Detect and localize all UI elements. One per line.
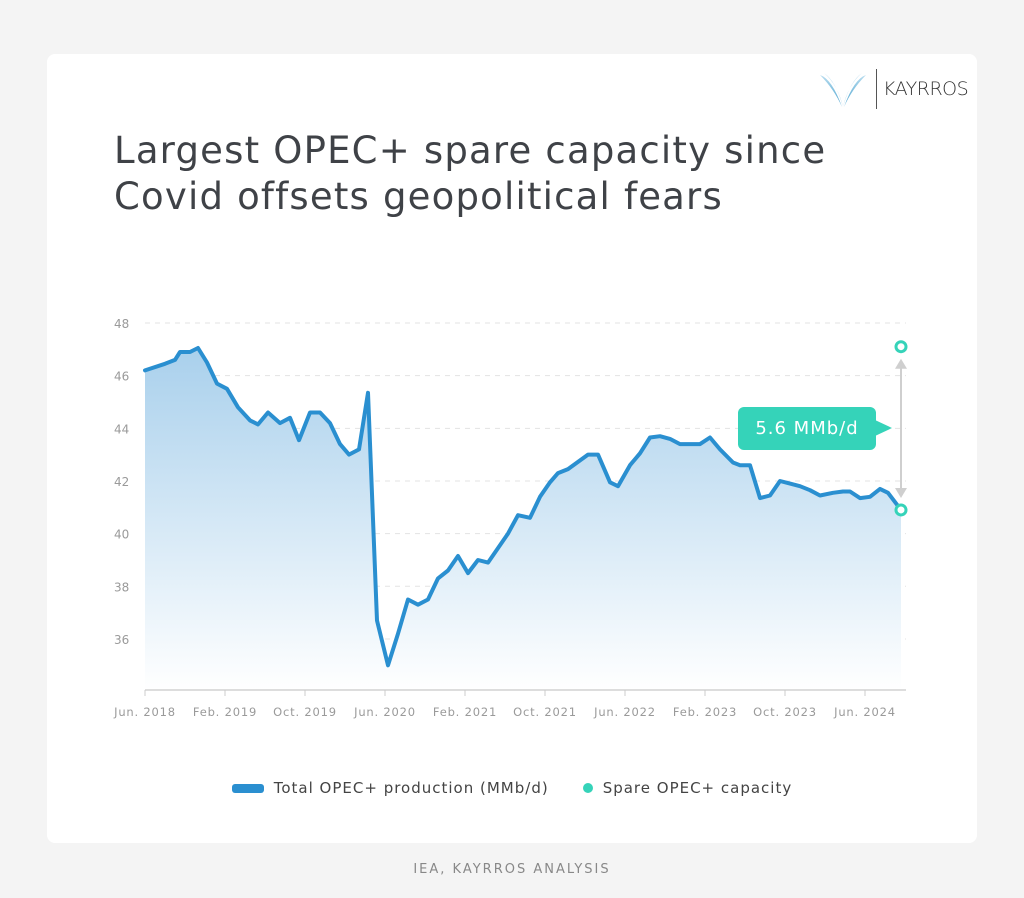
- x-tick-label: Jun. 2018: [113, 705, 176, 719]
- x-tick-label: Jun. 2024: [833, 705, 896, 719]
- y-tick-label: 36: [114, 633, 129, 647]
- x-tick-label: Feb. 2019: [193, 705, 257, 719]
- arrow-up-icon: [895, 358, 907, 369]
- y-tick-label: 48: [114, 317, 129, 331]
- chart-title: Largest OPEC+ spare capacity since Covid…: [114, 128, 826, 220]
- kayrros-logo: KAYRROS: [818, 68, 969, 110]
- x-tick-label: Oct. 2023: [753, 705, 817, 719]
- source-note: IEA, KAYRROS ANALYSIS: [413, 862, 611, 877]
- legend-label: Spare OPEC+ capacity: [602, 779, 793, 797]
- x-tick-label: Jun. 2020: [353, 705, 416, 719]
- y-tick-label: 42: [114, 475, 129, 489]
- x-tick-label: Feb. 2023: [673, 705, 737, 719]
- legend-swatch-dot: [582, 783, 593, 793]
- arrow-down-icon: [895, 487, 907, 498]
- production-area: [145, 348, 901, 690]
- x-tick-label: Oct. 2021: [513, 705, 577, 719]
- y-tick-label: 40: [114, 528, 129, 542]
- legend-label: Total OPEC+ production (MMb/d): [273, 779, 549, 797]
- legend-item-production: Total OPEC+ production (MMb/d): [231, 779, 549, 797]
- legend: Total OPEC+ production (MMb/d) Spare OPE…: [0, 779, 1024, 797]
- logo-divider: [876, 69, 877, 109]
- logo-wordmark: KAYRROS: [883, 78, 969, 100]
- y-tick-label: 38: [114, 580, 129, 594]
- x-tick-label: Jun. 2022: [593, 705, 656, 719]
- y-tick-label: 46: [114, 370, 129, 384]
- x-tick-label: Oct. 2019: [273, 705, 337, 719]
- spare-capacity-point: [894, 340, 908, 354]
- spare-capacity-callout: 5.6 MMb/d: [738, 407, 892, 450]
- spare-capacity-point: [894, 503, 908, 517]
- legend-item-spare: Spare OPEC+ capacity: [582, 779, 793, 797]
- legend-swatch-line: [231, 783, 264, 793]
- title-line-2: Covid offsets geopolitical fears: [114, 175, 723, 218]
- title-line-1: Largest OPEC+ spare capacity since: [114, 129, 827, 172]
- y-tick-label: 44: [114, 422, 129, 436]
- production-line: [143, 346, 903, 668]
- x-tick-label: Feb. 2021: [433, 705, 497, 719]
